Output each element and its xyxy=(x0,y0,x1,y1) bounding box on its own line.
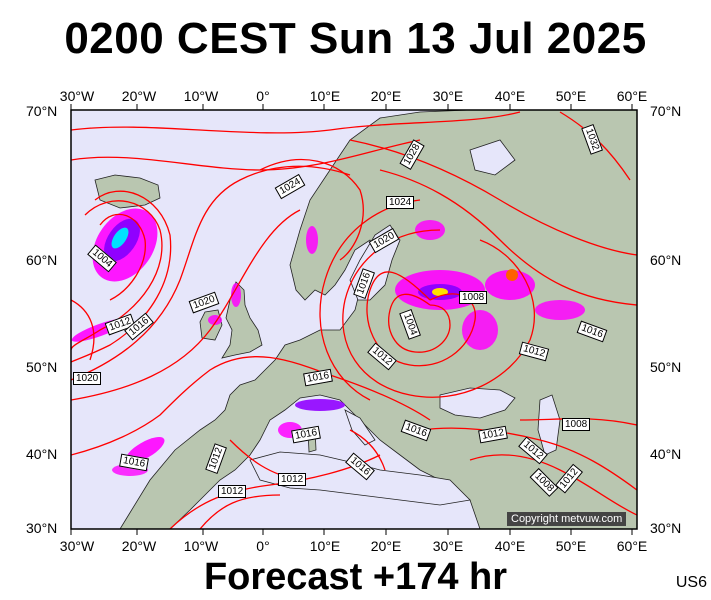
isobars xyxy=(71,111,637,529)
lon-label-top: 20°W xyxy=(121,88,157,104)
mediterranean xyxy=(249,451,471,506)
lon-label-top: 40°E xyxy=(494,88,526,104)
black-sea xyxy=(439,387,516,419)
lat-label-left: 30°N xyxy=(26,520,58,536)
forecast-hour: Forecast +174 hr xyxy=(203,556,508,598)
axis-ticks xyxy=(70,104,633,535)
isobar-label: 1012 xyxy=(278,473,307,486)
isobar-label: 1008 xyxy=(562,418,591,431)
lon-label-top: 10°E xyxy=(309,88,341,104)
white-sea xyxy=(469,139,516,176)
lon-label-top: 20°E xyxy=(370,88,402,104)
lat-label-right: 70°N xyxy=(650,103,682,119)
model-code: US6 xyxy=(675,574,707,591)
lon-label-bottom: 20°E xyxy=(370,538,402,554)
isobar-label: 1012 xyxy=(218,485,247,498)
lon-label-bottom: 0° xyxy=(256,538,270,554)
lon-label-bottom: 30°E xyxy=(432,538,464,554)
lat-label-left: 60°N xyxy=(26,252,58,268)
lat-label-right: 60°N xyxy=(650,252,682,268)
lat-label-right: 30°N xyxy=(650,520,682,536)
lat-label-right: 50°N xyxy=(650,359,682,375)
map-frame xyxy=(70,109,638,530)
isobar-label: 1020 xyxy=(73,372,102,385)
lon-label-bottom: 50°E xyxy=(555,538,587,554)
lon-label-bottom: 20°W xyxy=(121,538,157,554)
lon-label-bottom: 60°E xyxy=(616,538,648,554)
lon-label-top: 10°W xyxy=(183,88,219,104)
lon-label-top: 30°W xyxy=(59,88,95,104)
lon-label-bottom: 40°E xyxy=(494,538,526,554)
lon-label-top: 30°E xyxy=(432,88,464,104)
lon-label-bottom: 10°W xyxy=(183,538,219,554)
isobar-label: 1024 xyxy=(386,196,415,209)
lon-label-top: 0° xyxy=(256,88,270,104)
isobar-label: 1008 xyxy=(459,291,488,304)
map-title: 0200 CEST Sun 13 Jul 2025 xyxy=(64,14,647,63)
lat-label-right: 40°N xyxy=(650,446,682,462)
copyright-badge: Copyright metvuw.com xyxy=(507,512,627,526)
adriatic xyxy=(344,409,376,446)
lon-label-bottom: 10°E xyxy=(309,538,341,554)
lat-label-left: 50°N xyxy=(26,359,58,375)
lat-label-left: 40°N xyxy=(26,446,58,462)
lon-label-bottom: 30°W xyxy=(59,538,95,554)
lon-label-top: 60°E xyxy=(616,88,648,104)
lon-label-top: 50°E xyxy=(555,88,587,104)
lat-label-left: 70°N xyxy=(26,103,58,119)
caspian-sea xyxy=(537,394,561,456)
